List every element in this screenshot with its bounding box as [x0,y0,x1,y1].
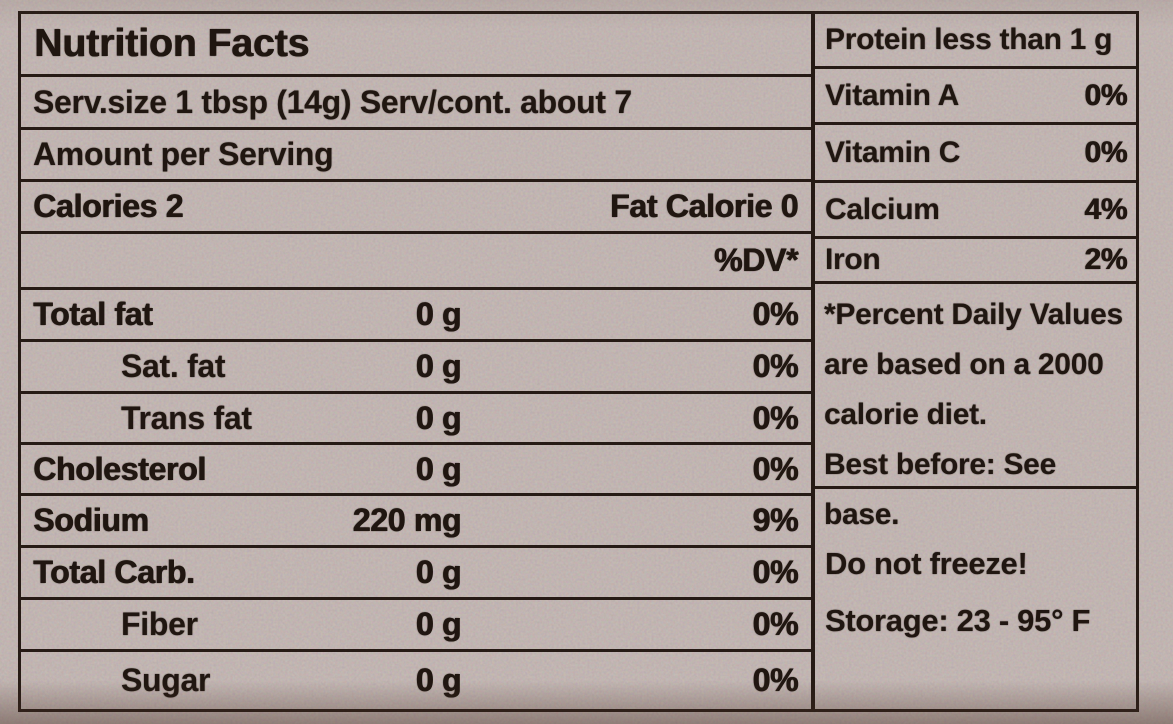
micronutrient-dv: 0% [1084,135,1127,169]
nutrient-row-fiber: Fiber 0 g 0% [21,600,811,652]
dv-header: %DV* [713,242,798,278]
micronutrient-row-vitamin-c: Vitamin C 0% [815,125,1136,183]
nutrient-name: Total fat [33,296,153,332]
label-side-column: Protein less than 1 g Vitamin A 0% Vitam… [811,14,1136,709]
fat-calorie-value: Fat Calorie 0 [609,188,798,224]
nutrient-dv: 0% [752,606,798,642]
nutrient-dv: 0% [752,399,798,436]
calories-row: Calories 2 Fat Calorie 0 [21,182,811,234]
storage-line: Storage: 23 - 95° F [825,603,1091,638]
micronutrient-dv: 2% [1084,243,1127,276]
nutrient-dv: 0% [752,554,798,590]
protein-row: Protein less than 1 g [815,14,1136,69]
nutrient-row-total-carb: Total Carb. 0 g 0% [21,548,811,600]
nutrient-row-cholesterol: Cholesterol 0 g 0% [21,445,811,496]
micronutrient-name: Vitamin A [825,78,959,112]
nutrient-dv: 0% [752,348,798,384]
footnote-line: calorie diet. [824,398,987,431]
nutrient-amount: 0 g [415,296,462,332]
micronutrient-row-iron: Iron 2% [815,239,1136,284]
daily-values-footnote: *Percent Daily Values are based on a 200… [815,284,1136,531]
nutrient-amount: 0 g [415,606,462,642]
footnote-line: are based on a 2000 [824,348,1104,381]
micronutrient-name: Vitamin C [825,135,961,169]
dv-header-row: %DV* [21,234,811,290]
nutrient-name: Cholesterol [33,450,206,487]
nutrient-amount: 0 g [415,450,462,487]
nutrient-name: Sodium [33,502,149,538]
nutrient-name: Sugar [121,662,211,698]
nutrient-name: Total Carb. [33,554,195,590]
nutrient-dv: 0% [752,662,798,698]
nutrient-name: Fiber [121,606,198,642]
nutrient-row-sat-fat: Sat. fat 0 g 0% [21,342,811,394]
nutrient-amount: 220 mg [352,502,462,538]
label-main-column: Nutrition Facts Serv.size 1 tbsp (14g) S… [21,14,811,709]
micronutrient-name: Iron [825,243,881,276]
nutrient-dv: 0% [752,296,798,332]
serving-size-text: Serv.size 1 tbsp (14g) Serv/cont. about … [33,83,632,120]
nutrient-dv: 0% [752,450,798,487]
nutrient-amount: 0 g [415,348,462,384]
calories-label: Calories 2 [33,188,183,224]
footnote-line: *Percent Daily Values [824,298,1123,331]
protein-text: Protein less than 1 g [825,23,1113,56]
storage-line: Do not freeze! [825,546,1028,581]
micronutrient-dv: 4% [1084,192,1127,226]
nutrient-row-sodium: Sodium 220 mg 9% [21,496,811,548]
nutrient-amount: 0 g [415,554,462,590]
nutrient-row-sugar: Sugar 0 g 0% [21,652,811,709]
nutrient-name: Trans fat [121,399,252,436]
nutrient-name: Sat. fat [121,348,226,384]
micronutrient-row-vitamin-a: Vitamin A 0% [815,69,1136,125]
nutrient-row-total-fat: Total fat 0 g 0% [21,290,811,342]
micronutrient-name: Calcium [825,192,940,226]
amount-per-serving-text: Amount per Serving [33,136,334,172]
micronutrient-row-calcium: Calcium 4% [815,183,1136,239]
nutrient-dv: 9% [752,502,798,538]
storage-note: Do not freeze! Storage: 23 - 95° F [815,489,1136,709]
amount-per-serving-row: Amount per Serving [21,130,811,182]
nutrient-row-trans-fat: Trans fat 0 g 0% [21,394,811,445]
nutrition-label-panel: Nutrition Facts Serv.size 1 tbsp (14g) S… [18,11,1139,712]
nutrient-amount: 0 g [415,399,462,436]
title-row: Nutrition Facts [21,14,811,77]
nutrient-amount: 0 g [415,662,462,698]
serving-size-row: Serv.size 1 tbsp (14g) Serv/cont. about … [21,77,811,130]
micronutrient-dv: 0% [1084,78,1127,112]
page-title: Nutrition Facts [34,22,310,65]
